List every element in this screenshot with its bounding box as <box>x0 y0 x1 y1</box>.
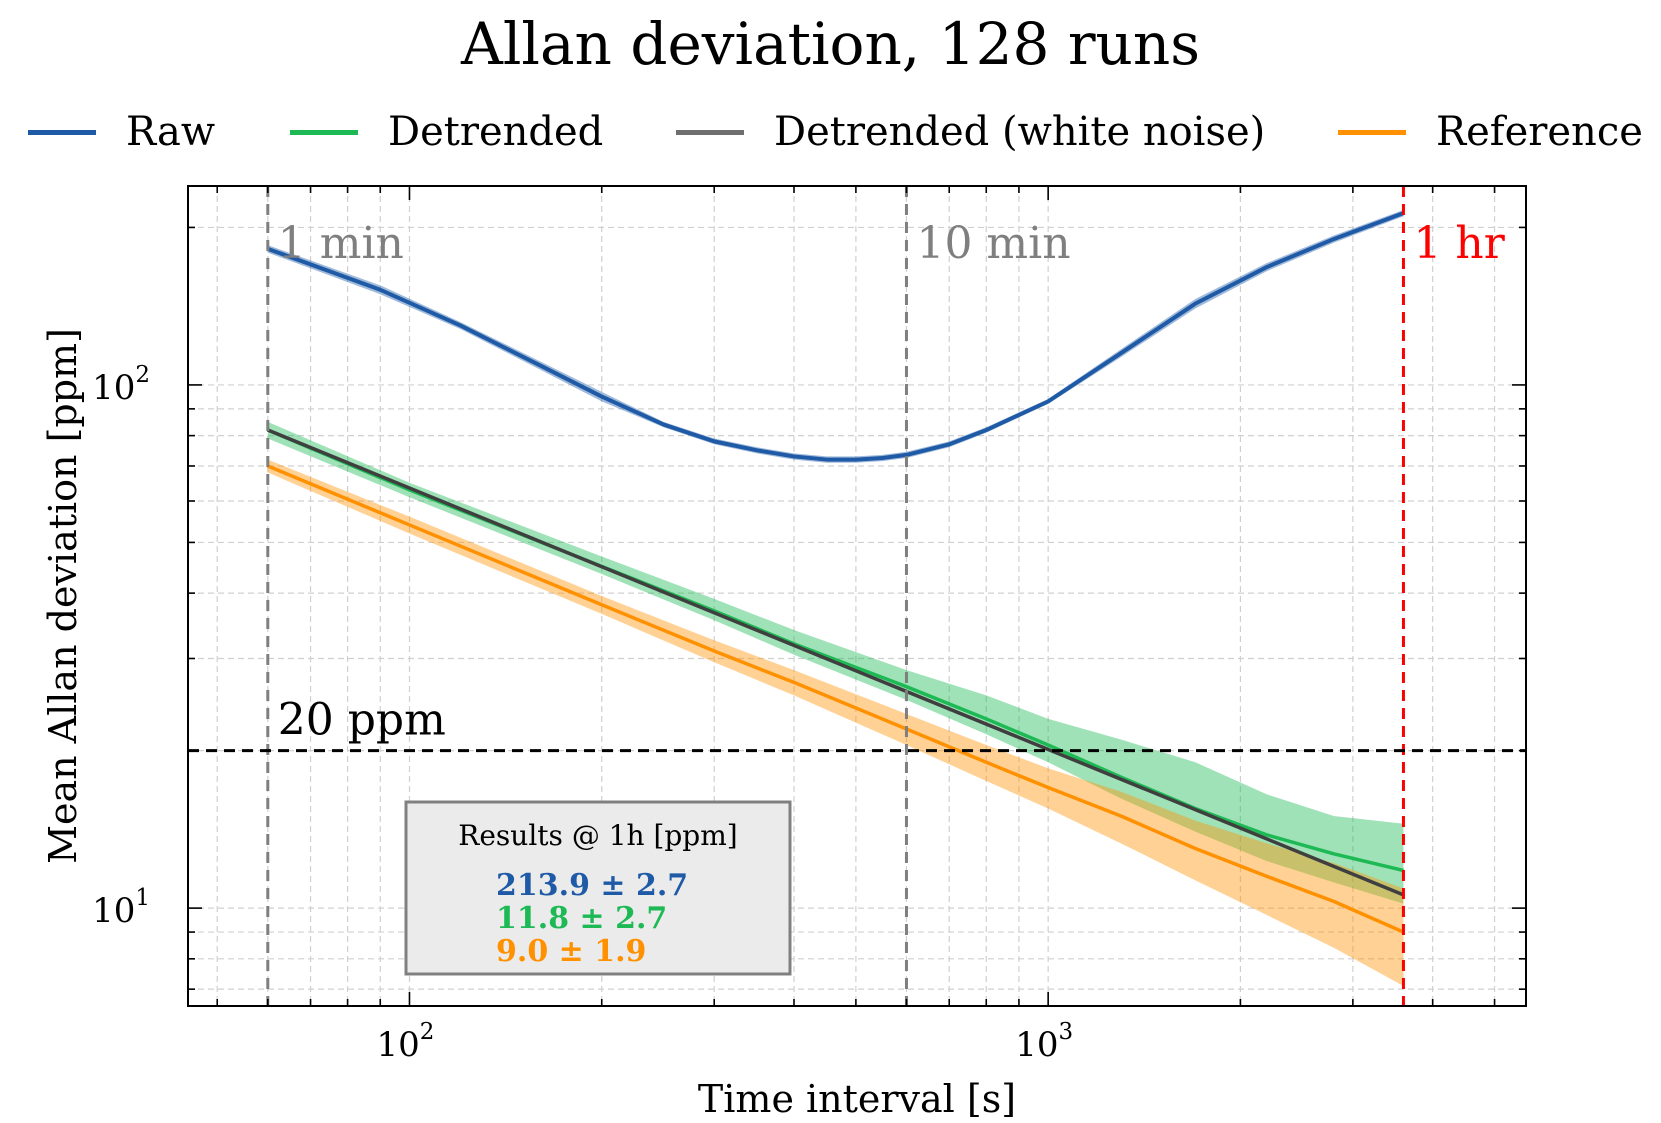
legend-label-reference: Reference <box>1436 109 1643 155</box>
vline-label-1-hr: 1 hr <box>1413 218 1505 269</box>
band-raw <box>267 209 1404 463</box>
ticks <box>188 186 1526 1006</box>
hline-label: 20 ppm <box>278 695 446 746</box>
series-line-raw <box>267 211 1405 462</box>
legend-item-raw: Raw <box>28 104 215 160</box>
x-tick-label: 103 <box>1015 1019 1073 1065</box>
vline-label-10-min: 10 min <box>916 218 1070 269</box>
legend-swatch-raw <box>28 129 96 135</box>
x-tick-base: 10 <box>1015 1025 1058 1065</box>
results-entry: 213.9 ± 2.7 <box>496 868 688 903</box>
legend-swatch-detrended <box>290 129 358 135</box>
y-tick-label: 102 <box>92 362 150 408</box>
band-reference <box>267 459 1404 986</box>
y-tick-label: 101 <box>92 885 150 931</box>
results-entry: 9.0 ± 1.9 <box>496 934 646 969</box>
y-axis-label: Mean Allan deviation [ppm] <box>41 328 85 864</box>
vline-label-1-min: 1 min <box>278 218 404 269</box>
y-tick-exp: 1 <box>135 885 150 911</box>
y-tick-base: 10 <box>92 891 135 931</box>
legend-item-detrended: Detrended <box>290 104 603 160</box>
series-line-reference <box>267 464 1405 934</box>
legend: Raw Detrended Detrended (white noise) Re… <box>0 104 1661 160</box>
x-tick-exp: 2 <box>420 1019 435 1045</box>
x-tick-exp: 3 <box>1058 1019 1073 1045</box>
chart-title: Allan deviation, 128 runs <box>460 10 1201 78</box>
legend-label-white-noise: Detrended (white noise) <box>774 109 1266 155</box>
data-layer <box>267 209 1405 986</box>
legend-swatch-reference <box>1338 129 1406 135</box>
y-tick-base: 10 <box>92 368 135 408</box>
axes-frame <box>187 185 1527 1007</box>
series-line-detrended-white-noise <box>267 428 1405 897</box>
results-box-title: Results @ 1h [ppm] <box>458 819 737 852</box>
results-box <box>404 800 792 976</box>
legend-swatch-white-noise <box>676 129 744 135</box>
legend-label-detrended: Detrended <box>388 109 604 155</box>
x-tick-base: 10 <box>377 1025 420 1065</box>
legend-item-white-noise: Detrended (white noise) <box>676 104 1265 160</box>
legend-label-raw: Raw <box>126 109 216 155</box>
y-tick-exp: 2 <box>135 362 150 388</box>
legend-item-reference: Reference <box>1338 104 1643 160</box>
x-tick-label: 102 <box>377 1019 435 1065</box>
x-axis-label: Time interval [s] <box>698 1077 1016 1121</box>
results-entry: 11.8 ± 2.7 <box>496 901 667 936</box>
